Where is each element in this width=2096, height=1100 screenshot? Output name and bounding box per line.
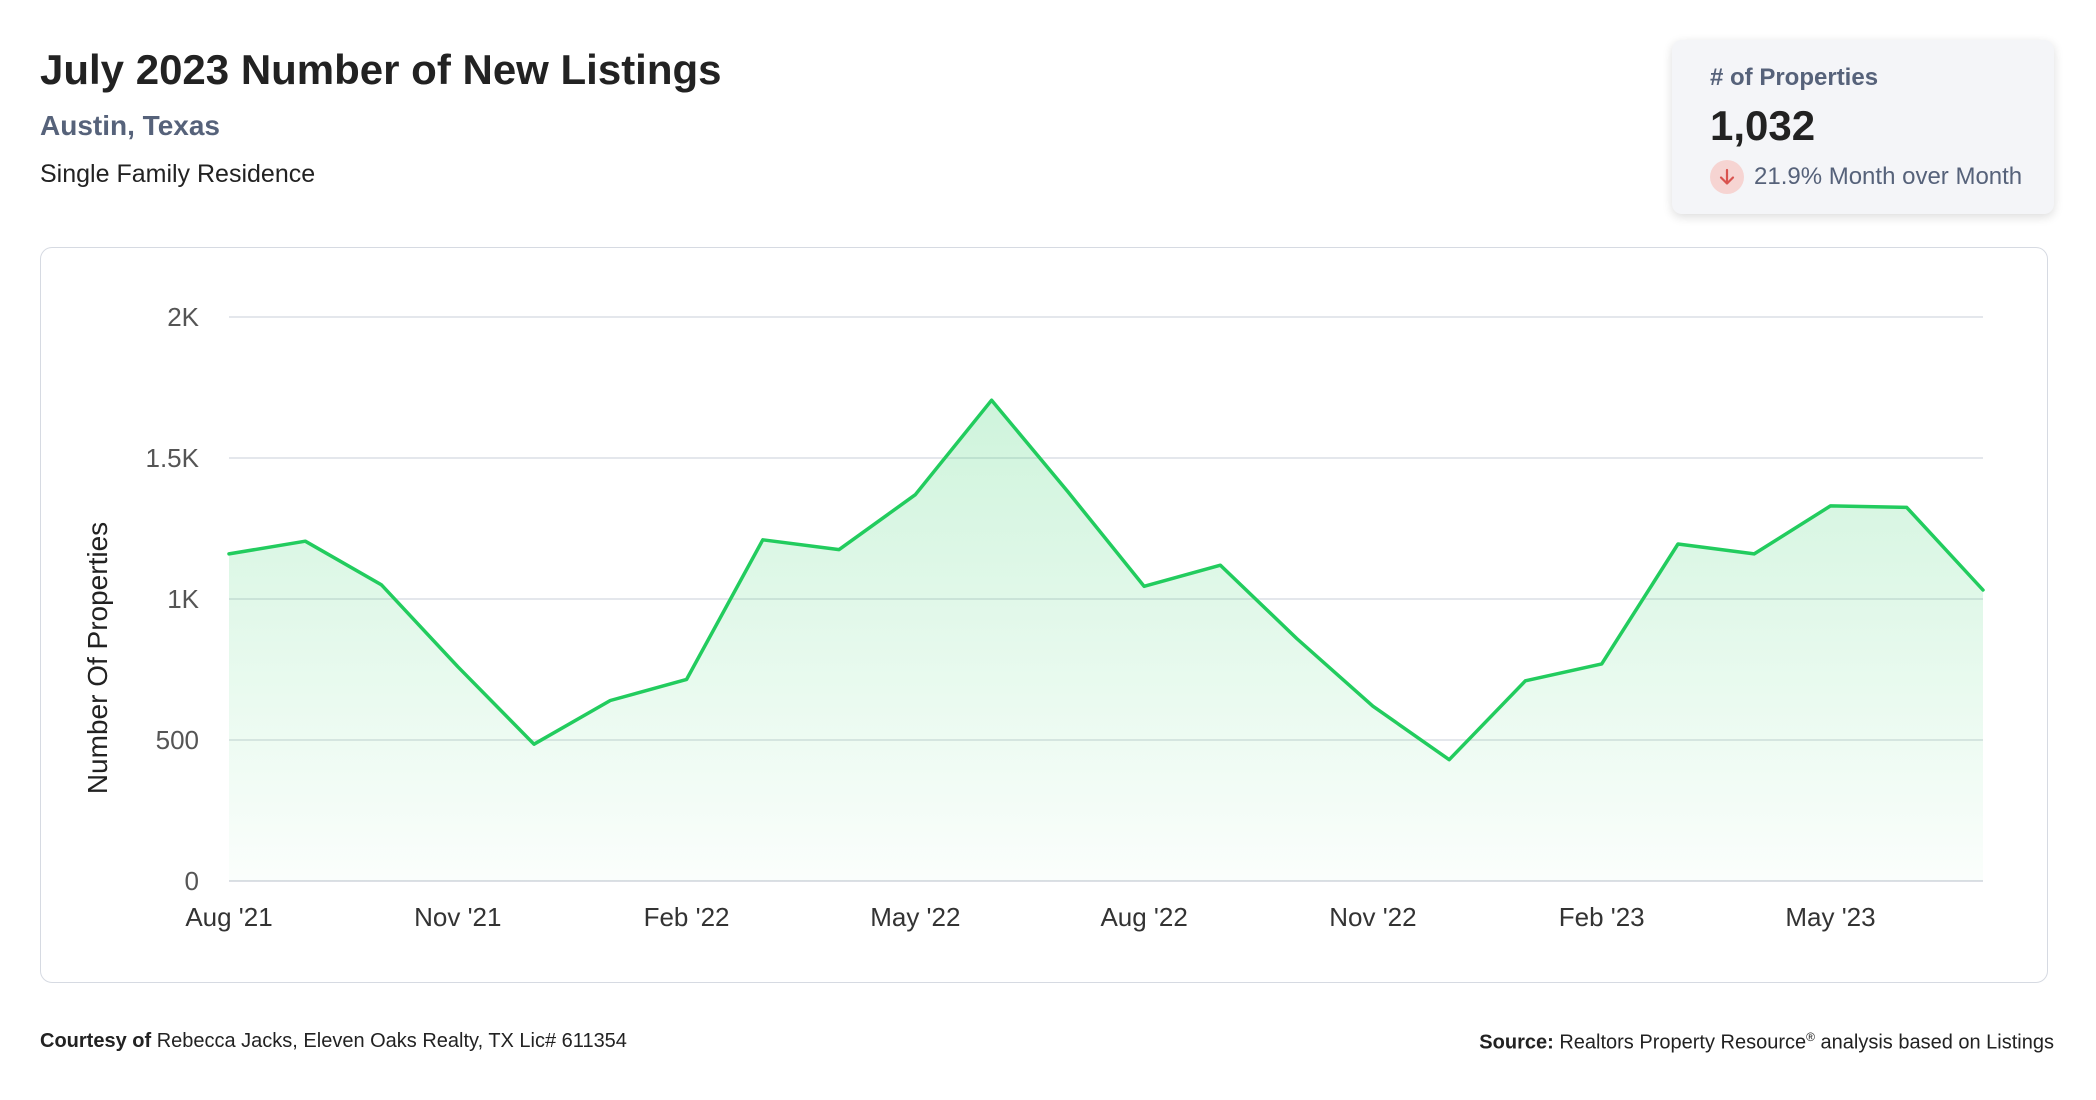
data-point xyxy=(454,663,462,671)
data-point xyxy=(1750,550,1758,558)
data-point xyxy=(1826,502,1834,510)
courtesy-text: Rebecca Jacks, Eleven Oaks Realty, TX Li… xyxy=(156,1030,627,1052)
data-point xyxy=(1369,702,1377,710)
data-point xyxy=(378,581,386,589)
data-point xyxy=(301,537,309,545)
stat-value: 1,032 xyxy=(1710,102,1816,149)
source-text: Realtors Property Resource xyxy=(1559,1031,1807,1054)
data-point xyxy=(911,491,919,499)
location-subtitle: Austin, Texas xyxy=(40,110,220,141)
data-point xyxy=(1293,634,1301,642)
y-tick-label: 1.5K xyxy=(146,443,200,473)
registered-mark: ® xyxy=(1806,1030,1815,1044)
source-footer: Source: Realtors Property Resource® anal… xyxy=(1479,1030,2054,1055)
data-point xyxy=(1521,677,1529,685)
data-point xyxy=(1140,582,1148,590)
data-point xyxy=(759,536,767,544)
data-point xyxy=(1903,503,1911,511)
stat-change-text: 21.9% Month over Month xyxy=(1754,163,2023,190)
stat-change: 21.9% Month over Month xyxy=(1710,160,2022,194)
x-tick-label: Aug '21 xyxy=(185,902,272,932)
chart-title: July 2023 Number of New Listings xyxy=(40,46,722,93)
x-tick-label: Feb '22 xyxy=(644,902,730,932)
y-tick-label: 0 xyxy=(185,866,199,896)
property-type-label: Single Family Residence xyxy=(40,160,316,188)
data-point xyxy=(1598,660,1606,668)
y-tick-label: 500 xyxy=(156,725,199,755)
series-line xyxy=(227,398,1985,762)
data-point xyxy=(988,396,996,404)
data-point xyxy=(1445,756,1453,764)
source-text-suffix: analysis based on Listings xyxy=(1820,1031,2054,1054)
x-tick-label: May '22 xyxy=(870,902,960,932)
series-area xyxy=(229,400,1983,881)
data-point xyxy=(835,546,843,554)
stat-card: # of Properties 1,032 21.9% Month over M… xyxy=(1672,40,2054,214)
courtesy-footer: Courtesy of Rebecca Jacks, Eleven Oaks R… xyxy=(40,1030,627,1053)
courtesy-label: Courtesy of xyxy=(40,1030,152,1052)
data-point xyxy=(530,740,538,748)
x-tick-label: Aug '22 xyxy=(1100,902,1187,932)
y-tick-label: 1K xyxy=(167,584,199,614)
data-point xyxy=(683,675,691,683)
y-tick-label: 2K xyxy=(167,302,199,332)
source-label: Source: xyxy=(1479,1031,1554,1054)
x-tick-label: May '23 xyxy=(1785,902,1875,932)
data-point xyxy=(606,697,614,705)
line-chart: 0 500 1K 1.5K 2K Aug '21 Nov '21 Feb '22 May '2… xyxy=(146,302,1987,932)
data-point xyxy=(1979,586,1987,594)
arrow-down-icon xyxy=(1710,160,1744,194)
data-point xyxy=(1674,540,1682,548)
data-point xyxy=(1064,488,1072,496)
x-tick-label: Nov '22 xyxy=(1329,902,1416,932)
x-tick-label: Feb '23 xyxy=(1559,902,1645,932)
data-point xyxy=(225,550,233,558)
y-axis-label: Number Of Properties xyxy=(82,521,113,795)
data-point xyxy=(1216,561,1224,569)
x-tick-label: Nov '21 xyxy=(414,902,501,932)
stat-label: # of Properties xyxy=(1710,64,1879,91)
